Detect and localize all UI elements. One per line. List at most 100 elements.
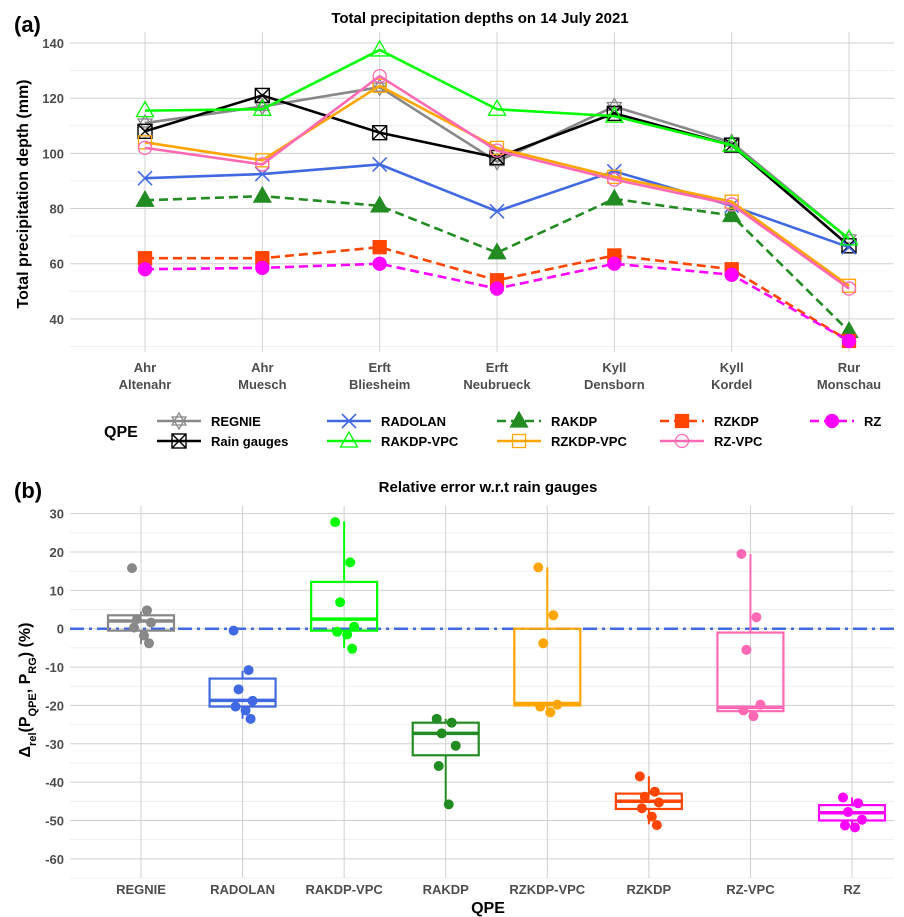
square [674, 413, 690, 429]
data-point [853, 798, 863, 809]
data-point [335, 597, 346, 608]
cross-2 [254, 87, 270, 103]
x-tick-label: Altenahr [119, 377, 172, 392]
data-point-rz [841, 333, 857, 349]
boxplot-regnie [106, 563, 176, 649]
box [137, 123, 153, 140]
circle [372, 68, 387, 84]
data-point [634, 771, 645, 782]
triangle [252, 98, 272, 116]
legend-label: RADOLAN [381, 414, 446, 429]
data-point [639, 791, 650, 802]
circle [137, 140, 153, 156]
y-tick-label: 100 [42, 146, 64, 161]
triangle [370, 39, 390, 57]
box [106, 614, 176, 632]
triangle [135, 189, 155, 207]
triangle-down [606, 101, 623, 116]
legend-item-rz-vpc: RZ-VPC [660, 433, 763, 449]
legend-item-radolan: RADOLAN [327, 413, 446, 429]
circle [674, 433, 690, 449]
data-point-rakdp [722, 205, 742, 223]
legend-marker [341, 413, 357, 429]
legend-title: QPE [104, 424, 138, 441]
legend-label: RZ [864, 414, 881, 429]
data-point [144, 638, 154, 649]
legend-marker [509, 410, 529, 428]
data-point [433, 761, 444, 772]
circle [824, 413, 840, 429]
legend-label: RZ-VPC [714, 434, 763, 449]
data-point [636, 803, 647, 814]
series-line-regnie [144, 85, 850, 240]
circle [607, 256, 622, 271]
boxplot-rz-vpc [716, 548, 785, 722]
data-point-rz [137, 262, 153, 277]
data-point-rz-vpc [137, 140, 153, 156]
circle [841, 333, 857, 349]
data-point-regnie [606, 97, 623, 116]
y-tick-label: 10 [50, 583, 64, 598]
x-tick-label: RAKDP [423, 882, 470, 897]
x-tick-label: REGNIE [116, 882, 166, 897]
data-point [450, 740, 461, 751]
x-tick-label: Ahr [134, 360, 156, 375]
triangle [487, 242, 507, 260]
triangle [604, 188, 624, 206]
panel-a: (a) Total precipitation depths on 14 Jul… [14, 10, 894, 392]
box [371, 124, 388, 141]
data-point [446, 717, 457, 728]
circle [255, 157, 270, 172]
box [411, 721, 480, 757]
data-point-rain-gauges [254, 87, 271, 104]
data-point-rakdp [252, 185, 272, 203]
circle [489, 281, 505, 296]
legend-item-rain-gauges: Rain gauges [157, 433, 288, 449]
square [511, 433, 527, 449]
legend-label: Rain gauges [211, 434, 288, 449]
data-point [129, 622, 139, 633]
triangle-up [136, 113, 154, 128]
data-point [330, 517, 341, 528]
data-point [243, 665, 254, 676]
data-point [651, 820, 662, 831]
data-point [142, 605, 152, 616]
x-tick-label: Rur [838, 360, 860, 375]
data-point [738, 705, 749, 716]
circle [372, 256, 387, 271]
legend-item-rzkdp: RZKDP [660, 413, 759, 429]
data-point [342, 629, 353, 640]
data-point-rakdp [487, 242, 507, 260]
circle [489, 143, 505, 158]
x-tick-label: Kordel [711, 377, 752, 392]
data-point [247, 695, 258, 706]
legend-item-rakdp: RAKDP [497, 410, 598, 429]
data-point [748, 711, 759, 722]
legend: QPE REGNIE Rain gauges RADOLAN RAKDP-VPC RAK… [104, 410, 881, 449]
y-label-body: (P [17, 716, 34, 732]
legend-item-rz: RZ [810, 413, 881, 429]
series-line-rzkdp-vpc [144, 84, 850, 287]
y-tick-label: 20 [50, 545, 64, 560]
data-point [538, 638, 549, 649]
data-point [533, 562, 544, 573]
legend-item-rakdp-vpc: RAKDP-VPC [327, 430, 459, 449]
box [723, 137, 740, 153]
data-point [552, 699, 563, 710]
data-point [535, 701, 546, 712]
data-point-rz [489, 281, 505, 296]
legend-marker [674, 413, 690, 429]
data-point-radolan [489, 203, 505, 219]
data-point-radolan [841, 239, 857, 255]
x-tick-label: RAKDP-VPC [305, 882, 383, 897]
data-point [736, 548, 747, 559]
legend-marker [339, 430, 359, 448]
cross-2 [171, 433, 187, 449]
x-tick-label: RADOLAN [210, 882, 275, 897]
data-point-radolan [137, 170, 153, 186]
data-point-rakdp-vpc [487, 98, 507, 116]
y-label-delta: Δ [17, 746, 34, 758]
data-point [345, 557, 356, 568]
x-tick-label: Ahr [251, 360, 273, 375]
data-point-rakdp [604, 188, 624, 206]
